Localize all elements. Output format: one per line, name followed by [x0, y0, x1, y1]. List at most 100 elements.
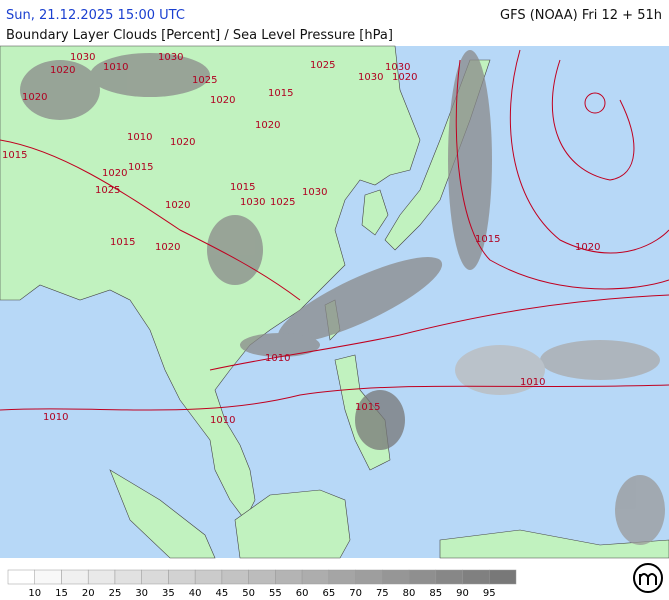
- logo-mark: [639, 573, 657, 585]
- cloud: [355, 390, 405, 450]
- legend-swatch: [355, 569, 383, 585]
- model: GFS (NOAA) Fri 12 + 51h: [500, 8, 662, 23]
- legend-label: 80: [403, 588, 416, 599]
- legend-label: 90: [456, 588, 469, 599]
- isobar-label: 1030: [240, 197, 265, 208]
- legend-swatch: [382, 569, 410, 585]
- isobar-label: 1020: [392, 72, 417, 83]
- legend-label: 95: [483, 588, 496, 599]
- legend-swatch: [34, 569, 62, 585]
- legend-label: 60: [296, 588, 309, 599]
- isobar-label: 1020: [170, 137, 195, 148]
- cloud: [90, 53, 210, 97]
- legend-label: 25: [109, 588, 122, 599]
- isobar-label: 1020: [50, 65, 75, 76]
- legend-label: 85: [429, 588, 442, 599]
- legend-swatch: [141, 569, 169, 585]
- mainland: [0, 45, 421, 521]
- legend-label: 65: [322, 588, 335, 599]
- legend-swatch: [328, 569, 356, 585]
- legend-label: 75: [376, 588, 389, 599]
- islands: [439, 529, 669, 559]
- isobar-label: 1025: [310, 60, 335, 71]
- cloud: [615, 475, 665, 545]
- legend-swatch: [114, 569, 142, 585]
- isobar: [509, 49, 669, 254]
- isobar-label: 1025: [270, 197, 295, 208]
- legend-swatch: [248, 569, 276, 585]
- cloud: [540, 340, 660, 380]
- cloud: [448, 50, 492, 270]
- legend-label: 40: [189, 588, 202, 599]
- isobar-label: 1015: [128, 162, 153, 173]
- legend-label: 30: [135, 588, 148, 599]
- logo: [633, 563, 663, 593]
- isobar-label: 1020: [575, 242, 600, 253]
- sumatra: [109, 469, 216, 559]
- isobar-label: 1020: [102, 168, 127, 179]
- legend-swatch: [61, 569, 89, 585]
- legend-swatch: [7, 569, 35, 585]
- legend-label: 45: [216, 588, 229, 599]
- isobar: [455, 59, 669, 290]
- isobar-label: 1015: [268, 88, 293, 99]
- isobar-label: 1010: [127, 132, 152, 143]
- isobar-label: 1020: [155, 242, 180, 253]
- isobar-label: 1015: [475, 234, 500, 245]
- legend-swatch: [408, 569, 437, 585]
- isobar-label: 1010: [210, 415, 235, 426]
- isobar: [551, 59, 635, 181]
- legend-label: 35: [162, 588, 175, 599]
- legend-label: 50: [242, 588, 255, 599]
- clouds: [20, 50, 665, 545]
- cloud: [240, 333, 320, 357]
- cloud: [277, 257, 443, 343]
- legend-swatch: [435, 569, 463, 585]
- legend-swatch: [221, 569, 249, 585]
- title: Boundary Layer Clouds [Percent] / Sea Le…: [6, 28, 393, 43]
- cloud: [20, 60, 100, 120]
- legend-swatch: [87, 569, 116, 585]
- isobar-label: 1030: [70, 52, 95, 63]
- legend-swatch: [301, 569, 330, 585]
- legend: 10 15 20 25 30 35 40 45 50 55 60 65 70 75 80 85 90 95: [7, 569, 517, 599]
- isobar-label: 1020: [255, 120, 280, 131]
- korea: [361, 189, 389, 236]
- isobar-label: 1025: [192, 75, 217, 86]
- legend-swatch: [462, 569, 490, 585]
- legend-label: 15: [55, 588, 68, 599]
- isobar-label: 1020: [210, 95, 235, 106]
- isobar-label: 1020: [165, 200, 190, 211]
- isobar: [584, 92, 606, 114]
- legend-label: 10: [28, 588, 41, 599]
- isobar-label: 1015: [2, 150, 27, 161]
- isobar-label: 1030: [302, 187, 327, 198]
- legend-swatch: [489, 569, 517, 585]
- cloud: [455, 345, 545, 395]
- borneo: [234, 489, 351, 559]
- legend-swatch: [168, 569, 196, 585]
- isobar-label: 1030: [385, 62, 410, 73]
- cloud: [207, 215, 263, 285]
- date: Sun, 21.12.2025 15:00 UTC: [6, 8, 185, 23]
- isobar-label: 1030: [158, 52, 183, 63]
- isobar-label: 1015: [230, 182, 255, 193]
- isobar-label: 1015: [110, 237, 135, 248]
- isobar-label: 1010: [43, 412, 68, 423]
- isobar-label: 1010: [520, 377, 545, 388]
- isobar: [0, 384, 669, 411]
- isobar: [209, 294, 669, 371]
- legend-label: 55: [269, 588, 282, 599]
- isobar-label: 1030: [358, 72, 383, 83]
- isobar-label: 1020: [22, 92, 47, 103]
- legend-swatch: [194, 569, 223, 585]
- isobar-label: 1025: [95, 185, 120, 196]
- isobar-label: 1010: [103, 62, 128, 73]
- isobar-label: 1015: [355, 402, 380, 413]
- isobar-label: 1010: [265, 353, 290, 364]
- isobar-lines: [0, 49, 669, 411]
- legend-label: 20: [82, 588, 95, 599]
- isobar: [0, 139, 301, 301]
- legend-swatch: [275, 569, 303, 585]
